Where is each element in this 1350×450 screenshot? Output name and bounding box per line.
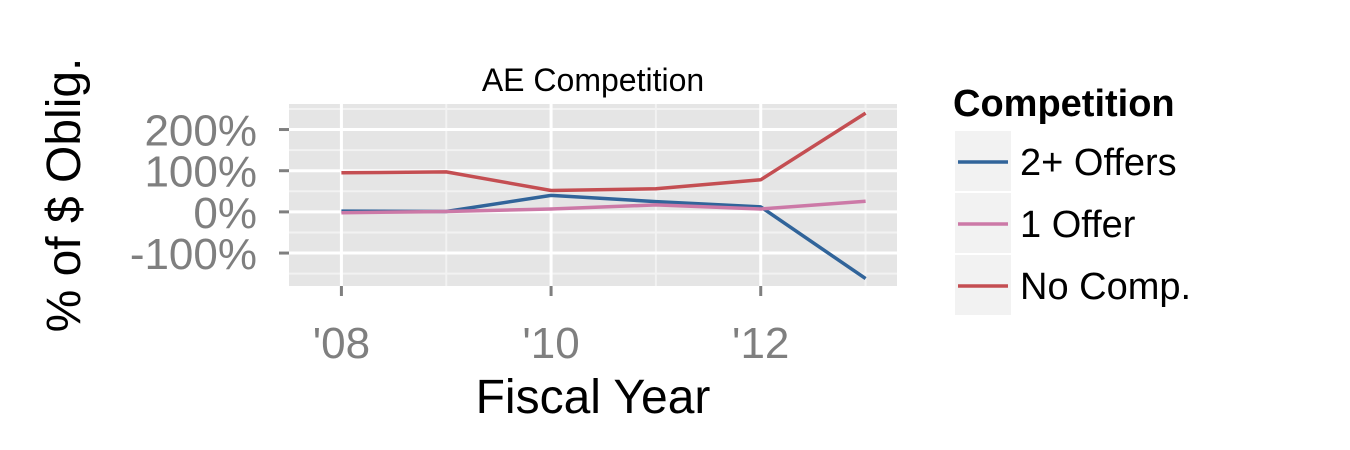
- x-tick-label: '12: [732, 319, 789, 368]
- legend-label-no-comp: No Comp.: [1020, 266, 1191, 308]
- legend-title: Competition: [953, 83, 1175, 125]
- legend-label-1-offer: 1 Offer: [1020, 204, 1136, 246]
- y-tick-label: 100%: [144, 148, 257, 197]
- y-tick-label: 0%: [193, 189, 257, 238]
- y-axis: 200%100%0%-100%: [130, 107, 289, 279]
- y-tick-label: -100%: [130, 230, 257, 279]
- x-tick-label: '08: [313, 319, 370, 368]
- series-line-no-comp: [341, 111, 867, 193]
- y-axis-title: % of $ Oblig.: [38, 58, 91, 333]
- x-axis-title: Fiscal Year: [476, 371, 711, 424]
- x-tick-label: '10: [522, 319, 579, 368]
- series-lines: [341, 111, 867, 281]
- legend: Competition 2+ Offers 1 Offer No Comp.: [953, 83, 1191, 315]
- plot-panel: [289, 104, 897, 286]
- y-tick-label: 200%: [144, 107, 257, 156]
- chart-title: AE Competition: [482, 62, 704, 98]
- x-axis: '08 '10 '12: [313, 286, 789, 368]
- series-line-1-offer: [341, 199, 866, 215]
- legend-label-2-offers: 2+ Offers: [1020, 142, 1177, 184]
